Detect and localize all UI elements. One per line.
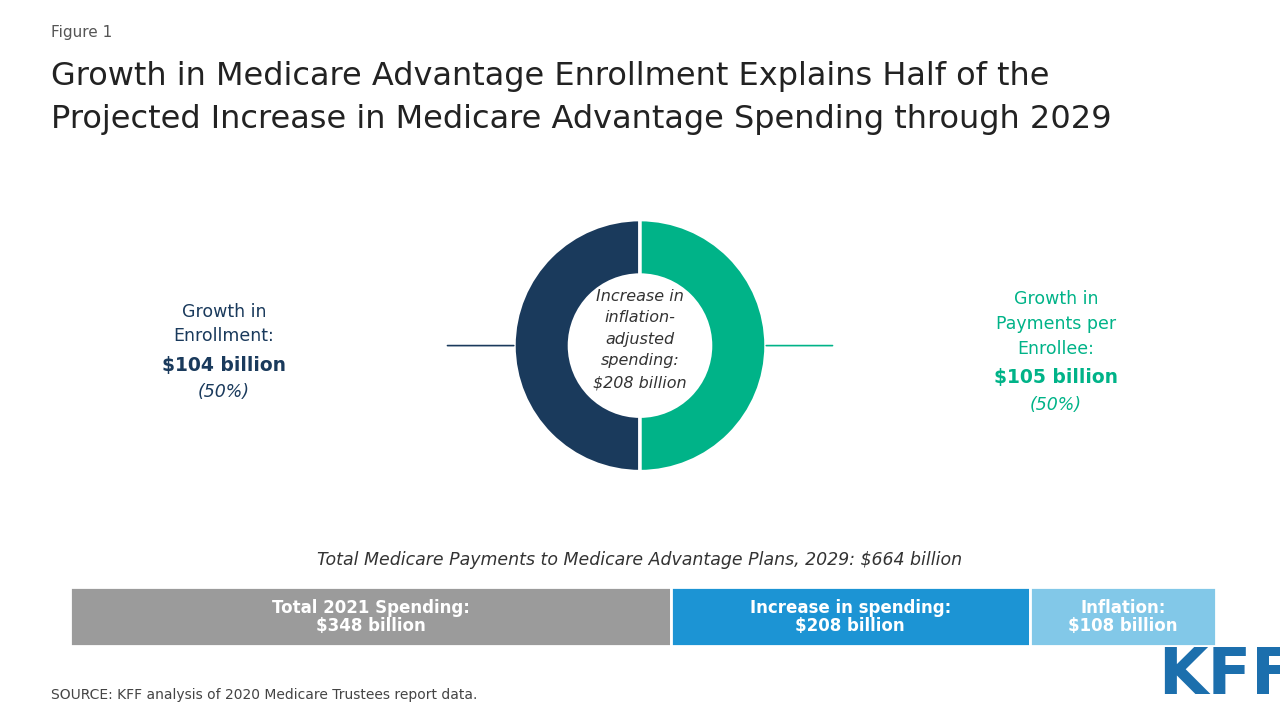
Text: Total 2021 Spending:: Total 2021 Spending: (271, 599, 470, 616)
Text: $105 billion: $105 billion (995, 369, 1117, 387)
Text: $104 billion: $104 billion (163, 356, 285, 374)
Bar (70, 587, 671, 646)
Text: Increase in spending:: Increase in spending: (750, 599, 951, 616)
Wedge shape (640, 220, 765, 472)
Text: Increase in
inflation-
adjusted
spending:
$208 billion: Increase in inflation- adjusted spending… (593, 289, 687, 390)
Text: Growth in: Growth in (182, 302, 266, 320)
Text: (50%): (50%) (1030, 396, 1082, 415)
Text: Figure 1: Figure 1 (51, 25, 113, 40)
Text: Growth in Medicare Advantage Enrollment Explains Half of the: Growth in Medicare Advantage Enrollment … (51, 61, 1050, 92)
Text: Payments per: Payments per (996, 315, 1116, 333)
Text: Growth in: Growth in (1014, 289, 1098, 308)
Text: Total Medicare Payments to Medicare Advantage Plans, 2029: $664 billion: Total Medicare Payments to Medicare Adva… (317, 552, 963, 569)
Text: $108 billion: $108 billion (1068, 617, 1178, 635)
Text: Projected Increase in Medicare Advantage Spending through 2029: Projected Increase in Medicare Advantage… (51, 104, 1112, 135)
Text: KFF: KFF (1158, 645, 1280, 707)
Text: Enrollee:: Enrollee: (1018, 340, 1094, 358)
Wedge shape (515, 220, 640, 472)
Text: $208 billion: $208 billion (795, 617, 905, 635)
Text: Inflation:: Inflation: (1080, 599, 1166, 616)
Text: SOURCE: KFF analysis of 2020 Medicare Trustees report data.: SOURCE: KFF analysis of 2020 Medicare Tr… (51, 688, 477, 702)
Bar (1029, 587, 1216, 646)
Bar (671, 587, 1029, 646)
Text: $348 billion: $348 billion (316, 617, 425, 635)
Text: (50%): (50%) (198, 383, 250, 401)
Text: Enrollment:: Enrollment: (174, 327, 274, 345)
